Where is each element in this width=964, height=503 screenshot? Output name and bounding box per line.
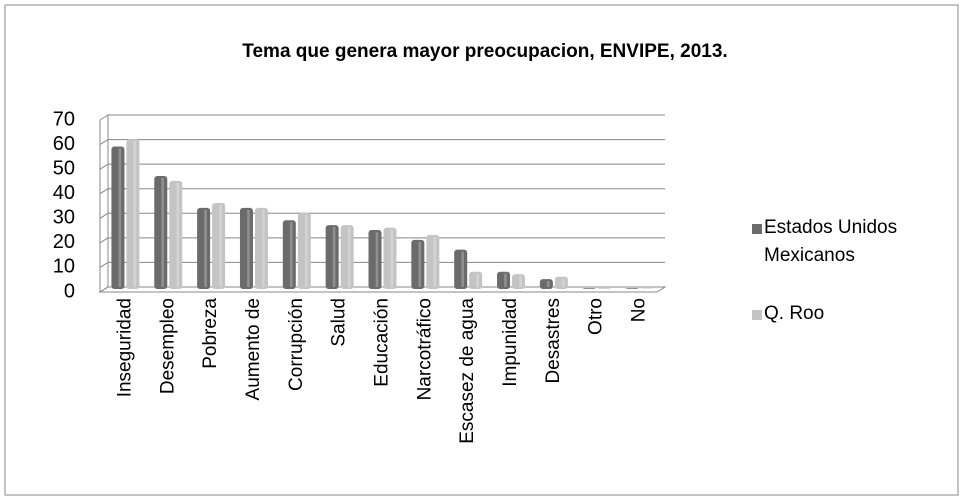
bar: [282, 220, 296, 289]
grid-line-edge: [99, 139, 109, 145]
y-tick-label: 50: [53, 157, 75, 179]
bar: [454, 249, 468, 289]
grid-line-edge: [99, 212, 109, 219]
x-tick-label: Aumento de: [243, 298, 264, 400]
bar-highlight: [504, 273, 507, 287]
y-tick-label: 0: [64, 280, 75, 302]
legend-label: Q. Roo: [764, 303, 825, 324]
y-tick-label: 60: [53, 133, 75, 155]
x-tick-label: Educación: [372, 298, 393, 387]
x-tick-label: Escasez de agua: [457, 298, 478, 444]
bar-highlight: [289, 222, 293, 287]
x-tick-label: Desempleo: [157, 298, 178, 394]
grid-line-edge: [99, 237, 109, 244]
bar-highlight: [476, 273, 479, 287]
grid-line-edge: [99, 262, 109, 268]
y-tick-label: 40: [53, 182, 75, 204]
legend-swatch: [752, 310, 762, 320]
bar-highlight: [204, 209, 207, 287]
bar-highlight: [461, 251, 464, 287]
bar: [426, 234, 440, 289]
bar-highlight: [118, 148, 122, 287]
bar: [469, 271, 483, 289]
legend-swatch: [752, 224, 762, 234]
bar: [297, 212, 311, 289]
bar: [254, 207, 268, 289]
y-tick-label: 70: [53, 108, 75, 130]
grid-line-edge: [99, 188, 109, 195]
x-tick-label: Impunidad: [500, 298, 521, 387]
y-tick-label: 30: [53, 207, 75, 229]
bar: [539, 279, 553, 289]
bar: [497, 271, 511, 289]
bar: [111, 146, 125, 289]
bar-highlight: [133, 141, 137, 287]
bar: [554, 276, 568, 289]
bar-highlight: [433, 236, 437, 287]
bar-highlight: [547, 281, 550, 287]
bar-highlight: [418, 241, 422, 287]
bar: [126, 139, 140, 289]
bar: [383, 227, 397, 289]
bar-highlight: [332, 227, 336, 287]
bar-highlight: [262, 209, 265, 287]
legend-label: Estados Unidos Mexicanos: [764, 217, 898, 266]
x-tick-label: Corrupción: [286, 298, 307, 391]
bar: [197, 207, 211, 289]
bar: [169, 180, 183, 289]
bar-highlight: [519, 276, 522, 287]
bar: [154, 175, 168, 289]
bar-highlight: [161, 177, 165, 287]
bar: [212, 203, 226, 289]
bar: [625, 288, 639, 289]
bar-highlight: [176, 182, 180, 287]
bar-highlight: [375, 232, 379, 287]
bar: [512, 274, 526, 289]
bar: [582, 288, 596, 289]
x-tick-label: Otro: [586, 298, 607, 335]
bar-highlight: [347, 227, 351, 287]
y-tick-label: 10: [53, 256, 75, 278]
x-tick-label: Desastres: [543, 298, 564, 384]
chart-title: Tema que genera mayor preocupacion, ENVI…: [242, 41, 727, 62]
bar: [411, 239, 425, 289]
bar: [325, 225, 339, 289]
x-tick-label: Pobreza: [200, 298, 221, 369]
grid-line-edge: [99, 286, 109, 293]
grid-line-edge: [99, 163, 109, 170]
bar: [368, 230, 382, 289]
x-tick-label: Inseguridad: [114, 298, 135, 397]
bar-highlight: [304, 214, 308, 287]
y-tick-label: 20: [53, 231, 75, 253]
bar: [340, 225, 354, 289]
bar-highlight: [562, 278, 565, 287]
bar-highlight: [219, 205, 222, 287]
grid-line-edge: [99, 114, 109, 121]
bar-highlight: [390, 229, 394, 287]
bar: [597, 288, 611, 289]
bar: [239, 207, 253, 289]
bar-highlight: [247, 209, 250, 287]
floor: [98, 286, 667, 293]
x-tick-label: Narcotráfico: [414, 298, 435, 400]
x-tick-label: Salud: [329, 298, 350, 347]
x-tick-label: No: [629, 298, 650, 322]
